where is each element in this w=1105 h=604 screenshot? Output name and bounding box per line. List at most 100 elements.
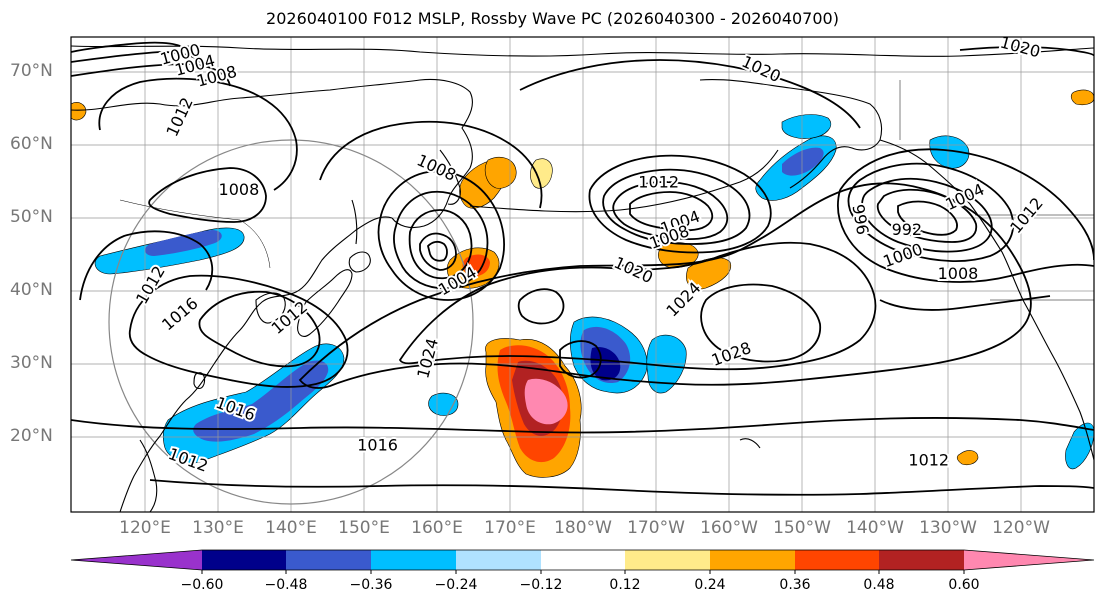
lon-label-150w: 150°W <box>773 518 831 538</box>
colorbar-segment <box>879 550 964 570</box>
contour-label-halo: 1012 <box>638 173 679 192</box>
contour-gulf-1008b <box>837 189 1094 283</box>
colorbar-segment <box>371 550 456 570</box>
contour-1012-japan <box>198 290 321 368</box>
contour-gulf-992 <box>897 200 958 236</box>
contour-1016-japan <box>128 274 349 388</box>
positive-anomaly-orange-gulf <box>1070 89 1094 106</box>
colorbar-tick-label: −0.24 <box>434 577 478 593</box>
lat-label-20n: 20°N <box>10 426 53 446</box>
lon-label-140w: 140°W <box>846 518 904 538</box>
lon-label-160w: 160°W <box>700 518 758 538</box>
contour-1020-ne <box>959 46 1094 57</box>
contour-1012-west <box>98 77 298 191</box>
contour-kam-996 <box>419 232 457 271</box>
coast-kamchatka <box>439 149 461 205</box>
colorbar-segment <box>710 550 795 570</box>
colorbar-segment <box>286 550 371 570</box>
colorbar-segment <box>202 550 286 570</box>
colorbar-tick-label: 0.36 <box>779 577 811 593</box>
coast-hokkaido <box>348 251 371 273</box>
positive-anomaly-orange-sw <box>956 450 979 466</box>
colorbar-tick-label: −0.60 <box>180 577 224 593</box>
colorbar-tick-label: 0.24 <box>694 577 726 593</box>
contour-label-halo: 1008 <box>938 264 979 283</box>
contour-label: 1016 <box>357 436 398 455</box>
lon-label-170e: 170°E <box>484 518 536 538</box>
contour-gulf-1000 <box>861 177 993 253</box>
contour-gulf-1008 <box>839 148 1094 261</box>
contour-1020-sw <box>517 288 565 325</box>
contour-kam-1004 <box>393 190 489 290</box>
negative-anomaly-blue-west <box>193 360 329 442</box>
positive-anomaly-orange-mid3 <box>530 158 553 189</box>
lon-label-160e: 160°E <box>411 518 463 538</box>
colorbar-tick-label: −0.36 <box>349 577 393 593</box>
coast-asia <box>71 78 473 229</box>
lon-label-140e: 140°E <box>265 518 317 538</box>
colorbar-tick-label: 0.48 <box>863 577 895 593</box>
negative-anomaly-blue-alaska <box>782 147 824 176</box>
contour-1020-ring <box>298 182 1032 389</box>
contour-low-1000 <box>629 191 714 232</box>
colorbar-segment <box>456 550 541 570</box>
lat-label-40n: 40°N <box>10 280 53 300</box>
lon-label-120w: 120°W <box>992 518 1050 538</box>
contour-low-1012 <box>588 154 772 254</box>
coast-philippines <box>139 439 158 512</box>
contour-gulf-1004 <box>847 162 1014 262</box>
positive-anomaly-orange-nw <box>484 157 517 189</box>
coast-asia-east <box>119 216 393 512</box>
contour-low-1008 <box>602 168 751 245</box>
contour-label-halo: 1016 <box>357 436 398 455</box>
colorbar-segment <box>795 550 879 570</box>
coast-northamerica <box>879 139 1094 461</box>
lon-label-180w: 180°W <box>554 518 612 538</box>
coast-sakhalin <box>351 199 358 245</box>
lat-label-70n: 70°N <box>10 61 53 81</box>
lat-label-50n: 50°N <box>10 207 53 227</box>
map-title: 2026040100 F012 MSLP, Rossby Wave PC (20… <box>266 9 839 28</box>
lon-label-170w: 170°W <box>627 518 685 538</box>
contour-label-halo: 1012 <box>908 450 949 469</box>
colorbar-segment <box>625 550 710 570</box>
colorbar-segment <box>964 550 1094 570</box>
negative-anomaly-lightblue-ak2 <box>781 114 832 139</box>
contour-nw-1008 <box>71 63 231 87</box>
contour-1012-south <box>149 479 1094 496</box>
colorbar <box>70 549 1095 574</box>
contour-label: 1012 <box>638 173 679 192</box>
negative-anomaly-lightblue-bc <box>929 135 970 169</box>
positive-anomaly-orange-w <box>71 102 87 121</box>
contour-1016-south <box>71 417 1094 434</box>
lat-label-60n: 60°N <box>10 134 53 154</box>
shading-layer <box>71 89 1094 478</box>
colorbar-tick-label: 0.60 <box>948 577 980 593</box>
contour-nw-1004 <box>71 51 201 63</box>
contour-1024 <box>398 241 877 371</box>
contour-label: 1008 <box>219 180 260 199</box>
contour-nw-1000 <box>71 41 181 53</box>
contour-kam-992 <box>427 240 448 262</box>
contour-gulf-996 <box>876 188 978 243</box>
coast-alaska <box>699 79 883 189</box>
contour-low-1004 <box>612 181 729 240</box>
reference-circle <box>108 139 474 505</box>
contour-1012-sea <box>79 230 214 301</box>
contour-1020-north <box>519 59 861 129</box>
contour-label: 1008 <box>938 264 979 283</box>
contour-label-halo: 992 <box>892 220 923 239</box>
contour-1020-c <box>559 340 602 379</box>
colorbar-tick-label: −0.48 <box>264 577 308 593</box>
colorbar-tick-label: −0.12 <box>519 577 563 593</box>
coastlines <box>71 45 1094 512</box>
coast-japan <box>297 269 353 337</box>
map-frame <box>70 36 1095 513</box>
lon-label-130e: 130°E <box>192 518 244 538</box>
lon-label-120e: 120°E <box>119 518 171 538</box>
contour-kam-1008 <box>377 170 505 301</box>
negative-anomaly-blue-gulf <box>145 230 222 256</box>
contour-1016-ne <box>879 295 1051 311</box>
colorbar-segment <box>71 550 202 570</box>
